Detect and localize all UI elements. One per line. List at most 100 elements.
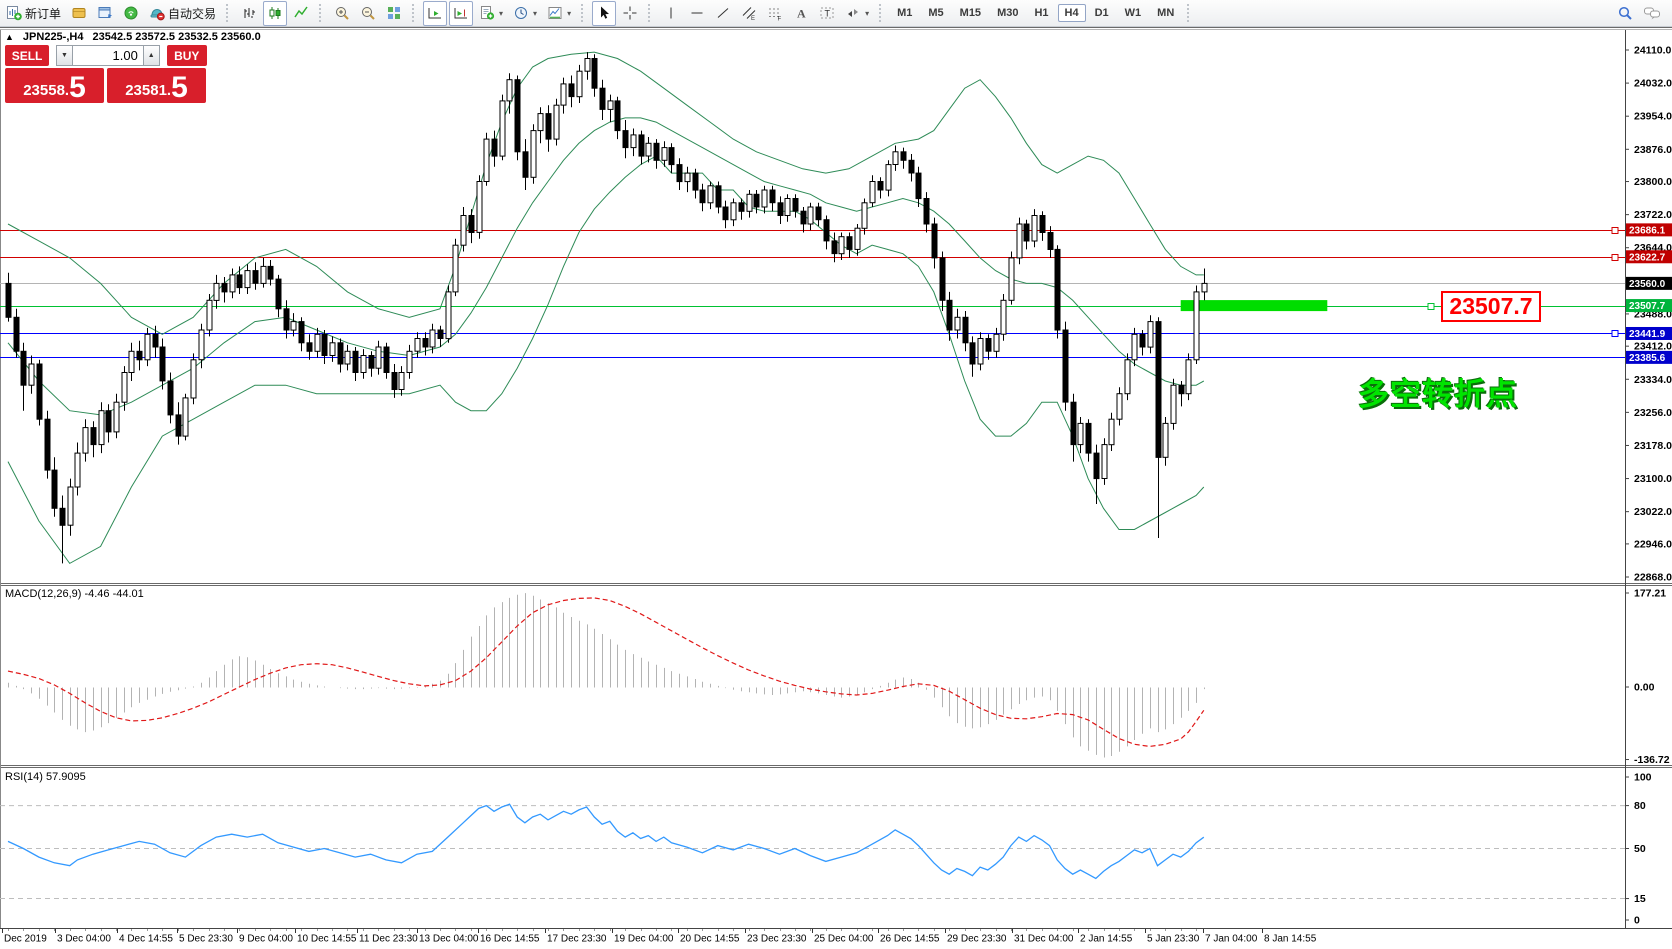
text-tool-button[interactable]: A <box>789 1 813 26</box>
book-icon <box>71 5 87 21</box>
rsi-scale-label: 15 <box>1634 893 1646 905</box>
candle <box>676 164 683 183</box>
candle <box>1000 299 1007 335</box>
price-tick-label: 23412.0 <box>1634 341 1672 353</box>
channel-tool-button[interactable]: E <box>737 1 761 26</box>
candle <box>221 282 228 293</box>
rsi-scale-label: 0 <box>1634 915 1640 927</box>
candle <box>105 410 112 433</box>
volume-decrease-button[interactable]: ▼ <box>56 45 73 66</box>
time-axis-label: 4 Dec 14:55 <box>119 934 173 945</box>
candle <box>823 219 830 242</box>
timeframe-m15[interactable]: M15 <box>959 7 982 19</box>
candle <box>159 346 166 382</box>
price-tag <box>1626 276 1672 290</box>
timeframe-m1[interactable]: M1 <box>897 7 913 19</box>
price-tick-label: 23334.0 <box>1634 374 1672 386</box>
price-tick-label: 23256.0 <box>1634 407 1672 419</box>
search-button[interactable] <box>1613 1 1637 26</box>
chat-button[interactable] <box>1639 1 1665 26</box>
candle <box>468 215 475 233</box>
buy-button[interactable]: BUY <box>166 45 207 66</box>
candle <box>753 193 760 208</box>
candlesticks <box>5 52 1208 564</box>
periods-button[interactable]: ▾ <box>509 1 541 26</box>
candle <box>1062 329 1069 403</box>
candle <box>236 274 243 289</box>
vertical-line-tool-button[interactable] <box>659 1 683 26</box>
candle <box>383 346 390 373</box>
candle <box>13 316 20 352</box>
candle <box>584 58 591 72</box>
tile-windows-icon <box>386 5 402 21</box>
history-center-button[interactable] <box>67 1 91 26</box>
text-label-tool-button[interactable]: T <box>815 1 839 26</box>
candle <box>437 329 444 339</box>
chart-shift-button[interactable] <box>449 0 474 26</box>
volume-input[interactable] <box>72 45 143 66</box>
candle <box>59 507 66 526</box>
tile-windows-button[interactable] <box>382 1 406 26</box>
timeframe-h4[interactable]: H4 <box>1057 4 1086 22</box>
indicators-button[interactable]: ▾ <box>475 1 507 26</box>
sell-price-display[interactable]: 23558. 5 <box>5 68 104 103</box>
autotrading-button[interactable]: 自动交易 <box>145 1 220 26</box>
sell-button[interactable]: SELL <box>5 45 50 66</box>
line-chart-type-button[interactable] <box>289 1 313 26</box>
macd-signal-line <box>7 597 1205 748</box>
candle <box>622 130 629 149</box>
timeframe-group: M1 M5 M15 M30 H1 H4 D1 W1 MN <box>889 4 1182 22</box>
candle <box>74 452 81 488</box>
arrows-tool-button[interactable]: ▾ <box>841 1 873 26</box>
time-axis-label: 20 Dec 14:55 <box>680 934 740 945</box>
timeframe-m5[interactable]: M5 <box>928 7 944 19</box>
fibonacci-tool-button[interactable]: F <box>763 1 787 26</box>
candle <box>1155 321 1162 458</box>
candle <box>121 372 128 403</box>
sell-price-main: 23558. <box>23 82 70 99</box>
horizontal-line-tool-button[interactable] <box>685 1 709 26</box>
candle <box>1124 359 1131 395</box>
zoom-in-button[interactable] <box>330 1 354 26</box>
trendline-tool-button[interactable] <box>711 1 735 26</box>
time-axis-label: 19 Dec 04:00 <box>614 934 674 945</box>
level-annotation-box[interactable]: 23507.7 <box>1441 291 1541 322</box>
timeframe-h1[interactable]: H1 <box>1034 7 1049 19</box>
candle <box>746 193 753 212</box>
candle <box>36 363 43 420</box>
candle <box>128 350 135 373</box>
chart-window-button[interactable] <box>93 1 117 26</box>
crosshair-tool-button[interactable] <box>618 1 642 26</box>
bar-ohlc-values: 23542.5 23572.5 23532.5 23560.0 <box>92 31 261 43</box>
zoom-out-button[interactable] <box>356 1 380 26</box>
collapse-panel-icon[interactable]: ▲ <box>5 32 14 42</box>
price-tag-value: 23441.9 <box>1629 329 1666 340</box>
cursor-tool-button[interactable] <box>592 0 617 26</box>
candle <box>144 333 151 361</box>
volume-increase-button[interactable]: ▲ <box>142 45 160 66</box>
candle <box>923 198 930 225</box>
bar-chart-type-button[interactable] <box>237 1 261 26</box>
candle <box>360 355 367 373</box>
timeframe-mn[interactable]: MN <box>1157 7 1175 19</box>
new-order-button[interactable]: 新订单 <box>2 1 65 26</box>
candle <box>136 350 143 361</box>
timeframe-m30[interactable]: M30 <box>997 7 1019 19</box>
macd-indicator-label: MACD(12,26,9) -4.46 -44.01 <box>5 588 144 600</box>
candlestick-chart-type-button[interactable] <box>263 0 288 26</box>
support-zone-rectangle[interactable] <box>1180 300 1328 312</box>
candle <box>422 338 429 348</box>
price-tick-label: 23954.0 <box>1634 111 1672 123</box>
buy-price-display[interactable]: 23581. 5 <box>107 68 206 103</box>
price-tag <box>1626 299 1672 313</box>
auto-scroll-button[interactable] <box>423 0 448 26</box>
panel-borders <box>0 27 1672 929</box>
timeframe-w1[interactable]: W1 <box>1124 7 1142 19</box>
templates-button[interactable]: ▾ <box>543 1 575 26</box>
candle <box>152 333 159 348</box>
signals-button[interactable] <box>119 1 143 26</box>
timeframe-d1[interactable]: D1 <box>1094 7 1109 19</box>
candle <box>630 134 637 149</box>
candle <box>28 363 35 386</box>
